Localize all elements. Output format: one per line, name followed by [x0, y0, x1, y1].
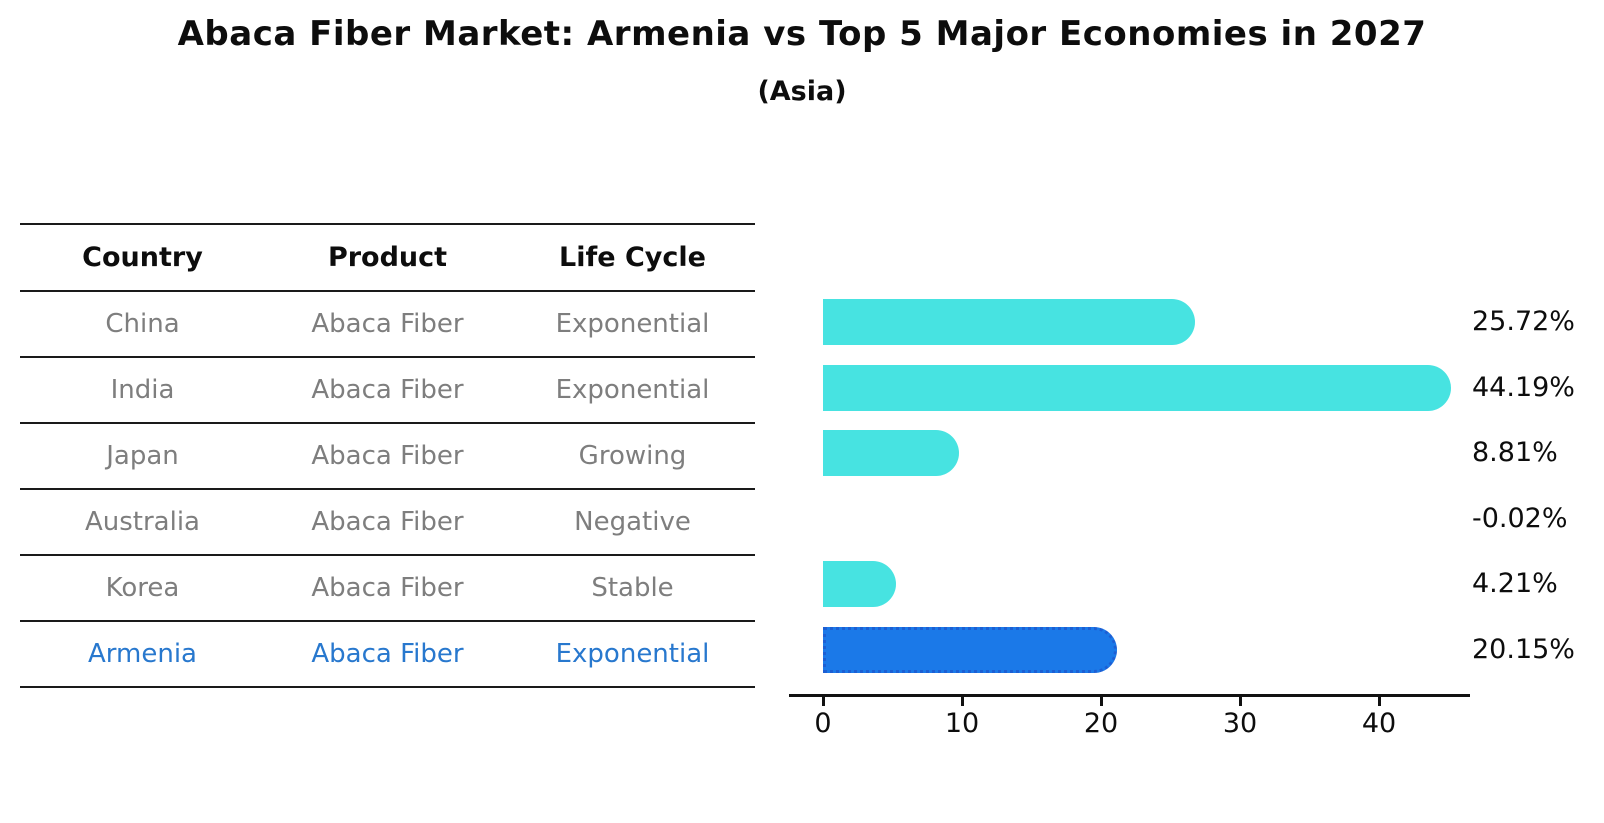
table-row-india: India Abaca Fiber Exponential	[20, 358, 755, 424]
bar-india	[823, 365, 1452, 411]
cell-country: China	[105, 309, 180, 339]
x-tick-label-20: 20	[1083, 708, 1119, 739]
cell-life-cycle: Exponential	[555, 375, 710, 405]
cell-country: Korea	[105, 573, 180, 603]
table-row-australia: Australia Abaca Fiber Negative	[20, 490, 755, 556]
table-row-korea: Korea Abaca Fiber Stable	[20, 556, 755, 622]
x-tick-label-30: 30	[1222, 708, 1258, 739]
value-label-armenia: 20.15%	[1472, 634, 1575, 665]
cell-country: Australia	[84, 507, 200, 537]
x-tick-mark-20	[1099, 697, 1103, 706]
bar-japan	[823, 430, 960, 476]
table-header-life-cycle: Life Cycle	[559, 242, 706, 273]
bar-korea	[823, 561, 896, 607]
x-axis-line	[789, 694, 1470, 697]
table-row-armenia: Armenia Abaca Fiber Exponential	[20, 622, 755, 688]
value-label-korea: 4.21%	[1472, 568, 1558, 599]
chart-subtitle: (Asia)	[757, 76, 847, 107]
chart-title: Abaca Fiber Market: Armenia vs Top 5 Maj…	[177, 14, 1427, 54]
table-row-china: China Abaca Fiber Exponential	[20, 292, 755, 358]
cell-product: Abaca Fiber	[311, 375, 464, 405]
x-tick-mark-10	[960, 697, 964, 706]
cell-life-cycle: Negative	[574, 507, 691, 537]
cell-life-cycle: Exponential	[555, 639, 710, 669]
bar-armenia	[823, 627, 1118, 673]
cell-country: Japan	[106, 441, 179, 471]
cell-life-cycle: Growing	[578, 441, 687, 471]
x-tick-mark-0	[821, 697, 825, 706]
cell-country: India	[110, 375, 175, 405]
table-header-country: Country	[82, 242, 203, 273]
x-tick-label-0: 0	[814, 708, 832, 739]
value-label-australia: -0.02%	[1472, 503, 1568, 534]
table-header-product: Product	[327, 242, 448, 273]
x-tick-label-40: 40	[1361, 708, 1397, 739]
country-table: Country Product Life Cycle China Abaca Fi…	[20, 223, 755, 688]
x-tick-mark-30	[1238, 697, 1242, 706]
cell-life-cycle: Exponential	[555, 309, 710, 339]
table-header-row: Country Product Life Cycle	[20, 225, 755, 292]
cell-country: Armenia	[88, 639, 197, 669]
bar-china	[823, 299, 1195, 345]
table-row-japan: Japan Abaca Fiber Growing	[20, 424, 755, 490]
cell-product: Abaca Fiber	[311, 441, 464, 471]
x-tick-mark-40	[1377, 697, 1381, 706]
cell-product: Abaca Fiber	[311, 639, 464, 669]
x-tick-label-10: 10	[944, 708, 980, 739]
value-label-india: 44.19%	[1472, 372, 1575, 403]
value-label-japan: 8.81%	[1472, 437, 1558, 468]
cell-life-cycle: Stable	[591, 573, 674, 603]
value-label-china: 25.72%	[1472, 306, 1575, 337]
cell-product: Abaca Fiber	[311, 573, 464, 603]
cell-product: Abaca Fiber	[311, 507, 464, 537]
cell-product: Abaca Fiber	[311, 309, 464, 339]
table-body: China Abaca Fiber Exponential India Abaca Fi…	[20, 292, 755, 688]
